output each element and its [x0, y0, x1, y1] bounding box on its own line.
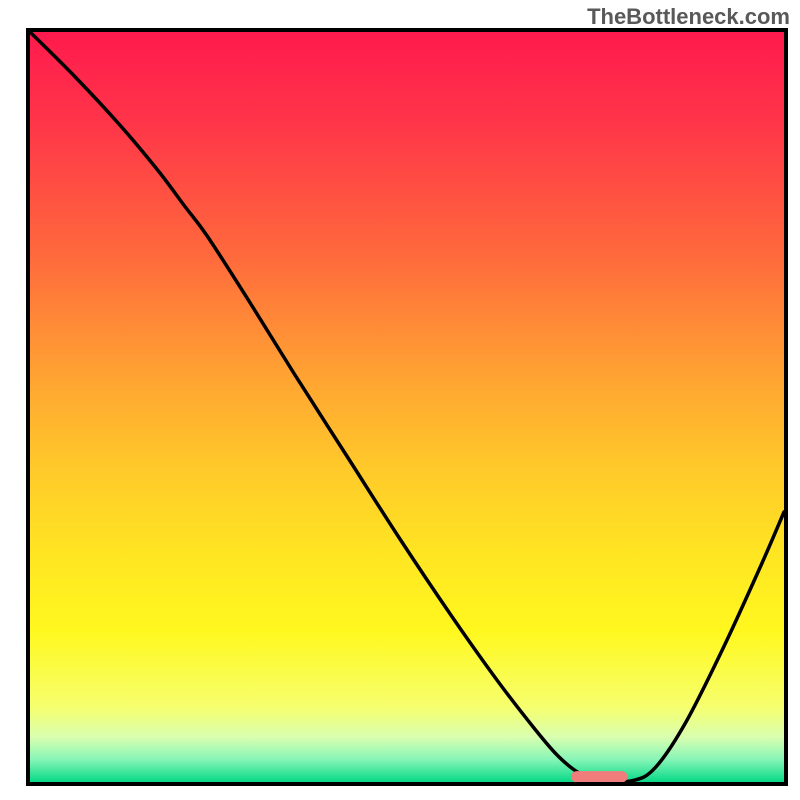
bottleneck-chart	[0, 0, 800, 800]
plot-gradient-fill	[30, 32, 784, 782]
target-marker	[571, 771, 628, 782]
